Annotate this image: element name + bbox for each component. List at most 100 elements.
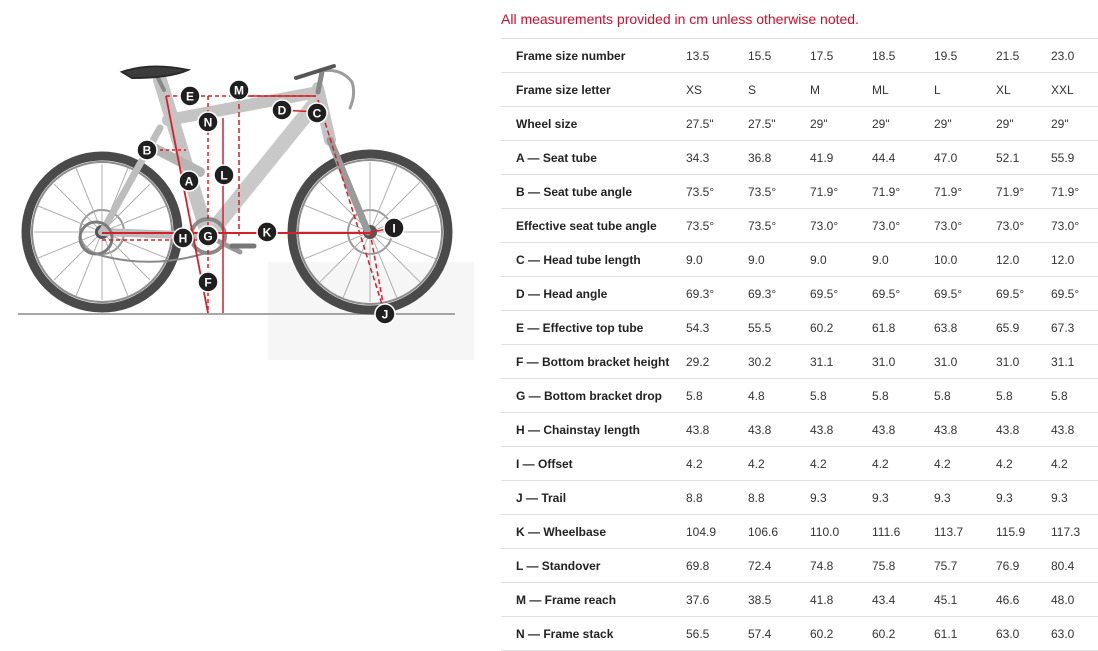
table-cell: 9.0 [686,242,748,277]
table-cell: 23.0 [1051,38,1098,73]
row-label: Frame size letter [501,72,686,107]
table-cell: 43.8 [996,412,1051,447]
table-cell: 4.8 [748,378,810,413]
table-cell: 12.0 [996,242,1051,277]
table-row: G — Bottom bracket drop 5.8 4.8 5.8 5.8 5.8 5.… [501,378,1098,413]
table-cell: 73.0° [1051,208,1098,243]
table-cell: 8.8 [686,480,748,515]
table-cell: 41.9 [810,140,872,175]
table-cell: 9.3 [996,480,1051,515]
marker-label: B [143,144,152,158]
marker-i: I [383,217,405,239]
table-cell: L [934,72,996,107]
table-cell: 9.3 [810,480,872,515]
table-cell: 5.8 [996,378,1051,413]
table-cell: 115.9 [996,514,1051,549]
table-cell: ML [872,72,934,107]
table-cell: 111.6 [872,514,934,549]
table-cell: 4.2 [686,446,748,481]
table-cell: 29.2 [686,344,748,379]
table-cell: 27.5" [748,106,810,141]
table-cell: 34.3 [686,140,748,175]
table-cell: 65.9 [996,310,1051,345]
table-cell: 75.8 [872,548,934,583]
marker-j: J [374,303,396,325]
table-cell: 9.3 [872,480,934,515]
table-cell: 9.3 [934,480,996,515]
table-cell: 36.8 [748,140,810,175]
marker-label: H [179,232,188,246]
table-cell: 31.1 [810,344,872,379]
table-row: I — Offset 4.2 4.2 4.2 4.2 4.2 4.2 4.2 [501,446,1098,481]
table-cell: 63.8 [934,310,996,345]
table-cell: 29" [872,106,934,141]
row-label: K — Wheelbase [501,514,686,549]
table-cell: 71.9° [872,174,934,209]
table-cell: 60.2 [872,616,934,651]
row-label: N — Frame stack [501,616,686,651]
table-cell: 5.8 [872,378,934,413]
table-cell: 9.3 [1051,480,1098,515]
table-cell: 56.5 [686,616,748,651]
table-cell: S [748,72,810,107]
geometry-table-body: Frame size number 13.5 15.5 17.5 18.5 19.5 21.… [501,38,1098,651]
table-cell: 117.3 [1051,514,1098,549]
table-cell: 4.2 [748,446,810,481]
table-cell: 69.3° [686,276,748,311]
table-cell: 69.5° [1051,276,1098,311]
table-row: B — Seat tube angle 73.5° 73.5° 71.9° 71.9° 7… [501,174,1098,209]
marker-label: K [263,226,272,240]
table-cell: 48.0 [1051,582,1098,617]
table-cell: 17.5 [810,38,872,73]
table-cell: 71.9° [810,174,872,209]
row-label: B — Seat tube angle [501,174,686,209]
table-cell: 5.8 [810,378,872,413]
table-cell: 67.3 [1051,310,1098,345]
table-cell: 44.4 [872,140,934,175]
marker-label: C [313,107,322,121]
table-cell: 29" [934,106,996,141]
table-cell: 113.7 [934,514,996,549]
table-cell: 43.8 [934,412,996,447]
table-row: Frame size number 13.5 15.5 17.5 18.5 19.5 21.… [501,38,1098,73]
table-cell: 31.0 [996,344,1051,379]
marker-label: N [204,116,213,130]
marker-layer: A B C D E F G H I J K L M N [136,79,405,325]
table-cell: 75.7 [934,548,996,583]
table-cell: 73.5° [686,174,748,209]
table-cell: 18.5 [872,38,934,73]
row-label: F — Bottom bracket height [501,344,686,379]
bike-geometry-diagram: A B C D E F G H I J K L M N [18,64,474,360]
table-cell: 8.8 [748,480,810,515]
marker-label: I [392,222,395,236]
table-cell: 4.2 [934,446,996,481]
table-cell: 4.2 [996,446,1051,481]
table-cell: 55.9 [1051,140,1098,175]
table-cell: 21.5 [996,38,1051,73]
table-cell: 43.8 [1051,412,1098,447]
marker-label: A [185,175,194,189]
table-cell: 38.5 [748,582,810,617]
marker-k: K [256,221,278,243]
table-cell: 29" [996,106,1051,141]
table-row: F — Bottom bracket height 29.2 30.2 31.1 31.… [501,344,1098,379]
table-cell: 5.8 [1051,378,1098,413]
marker-label: L [220,169,227,183]
marker-f: F [197,271,219,293]
table-cell: 61.8 [872,310,934,345]
table-cell: 5.8 [686,378,748,413]
table-cell: 73.0° [810,208,872,243]
table-cell: 37.6 [686,582,748,617]
table-cell: 4.2 [1051,446,1098,481]
row-label: L — Standover [501,548,686,583]
row-label: J — Trail [501,480,686,515]
table-cell: 73.5° [748,174,810,209]
marker-c: C [306,102,328,124]
marker-label: D [278,104,287,118]
table-cell: 54.3 [686,310,748,345]
table-row: C — Head tube length 9.0 9.0 9.0 9.0 10.0 12.0… [501,242,1098,277]
row-label: Frame size number [501,38,686,73]
table-cell: 19.5 [934,38,996,73]
marker-label: G [203,230,212,244]
marker-m: M [228,79,250,101]
